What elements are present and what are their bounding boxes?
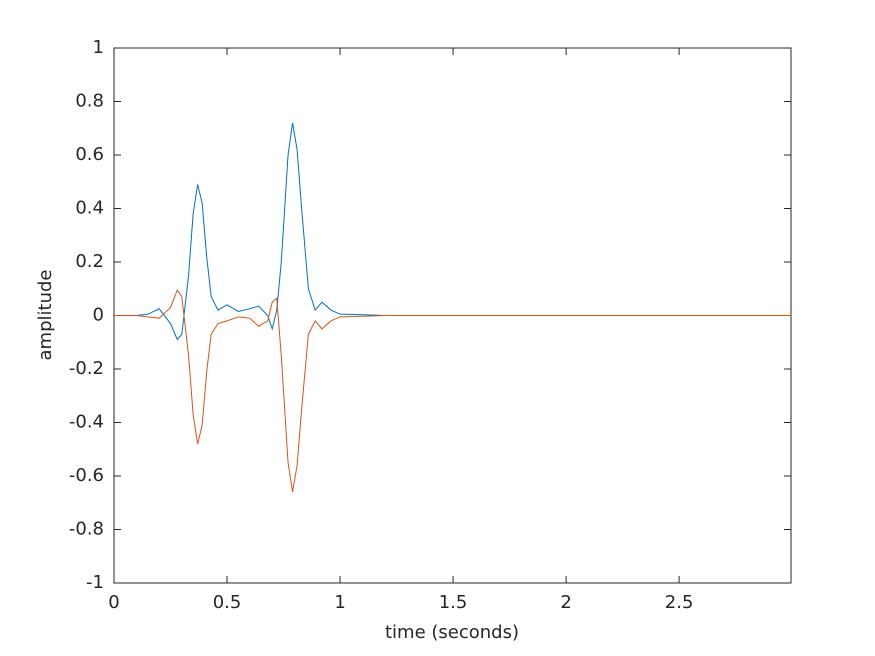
y-tick-label: -1 [86,572,104,593]
y-axis-label: amplitude [35,270,56,361]
y-tick-label: -0.6 [69,465,104,486]
y-tick-label: 0.8 [75,91,104,112]
x-tick-label: 0 [108,592,119,613]
x-tick-label: 0.5 [213,592,242,613]
y-tick-label: 1 [93,37,104,58]
x-tick-label: 2 [560,592,571,613]
y-tick-label: -0.4 [69,412,104,433]
x-tick-label: 2.5 [665,592,694,613]
series-line [114,289,791,493]
series-line [114,122,791,341]
y-tick-label: -0.2 [69,358,104,379]
y-tick-label: -0.8 [69,519,104,540]
y-tick-label: 0.6 [75,144,104,165]
x-tick-label: 1.5 [439,592,468,613]
x-tick-label: 1 [334,592,345,613]
x-axis-label: time (seconds) [385,622,519,643]
y-tick-label: 0 [93,305,104,326]
y-tick-label: 0.2 [75,251,104,272]
y-tick-label: 0.4 [75,198,104,219]
